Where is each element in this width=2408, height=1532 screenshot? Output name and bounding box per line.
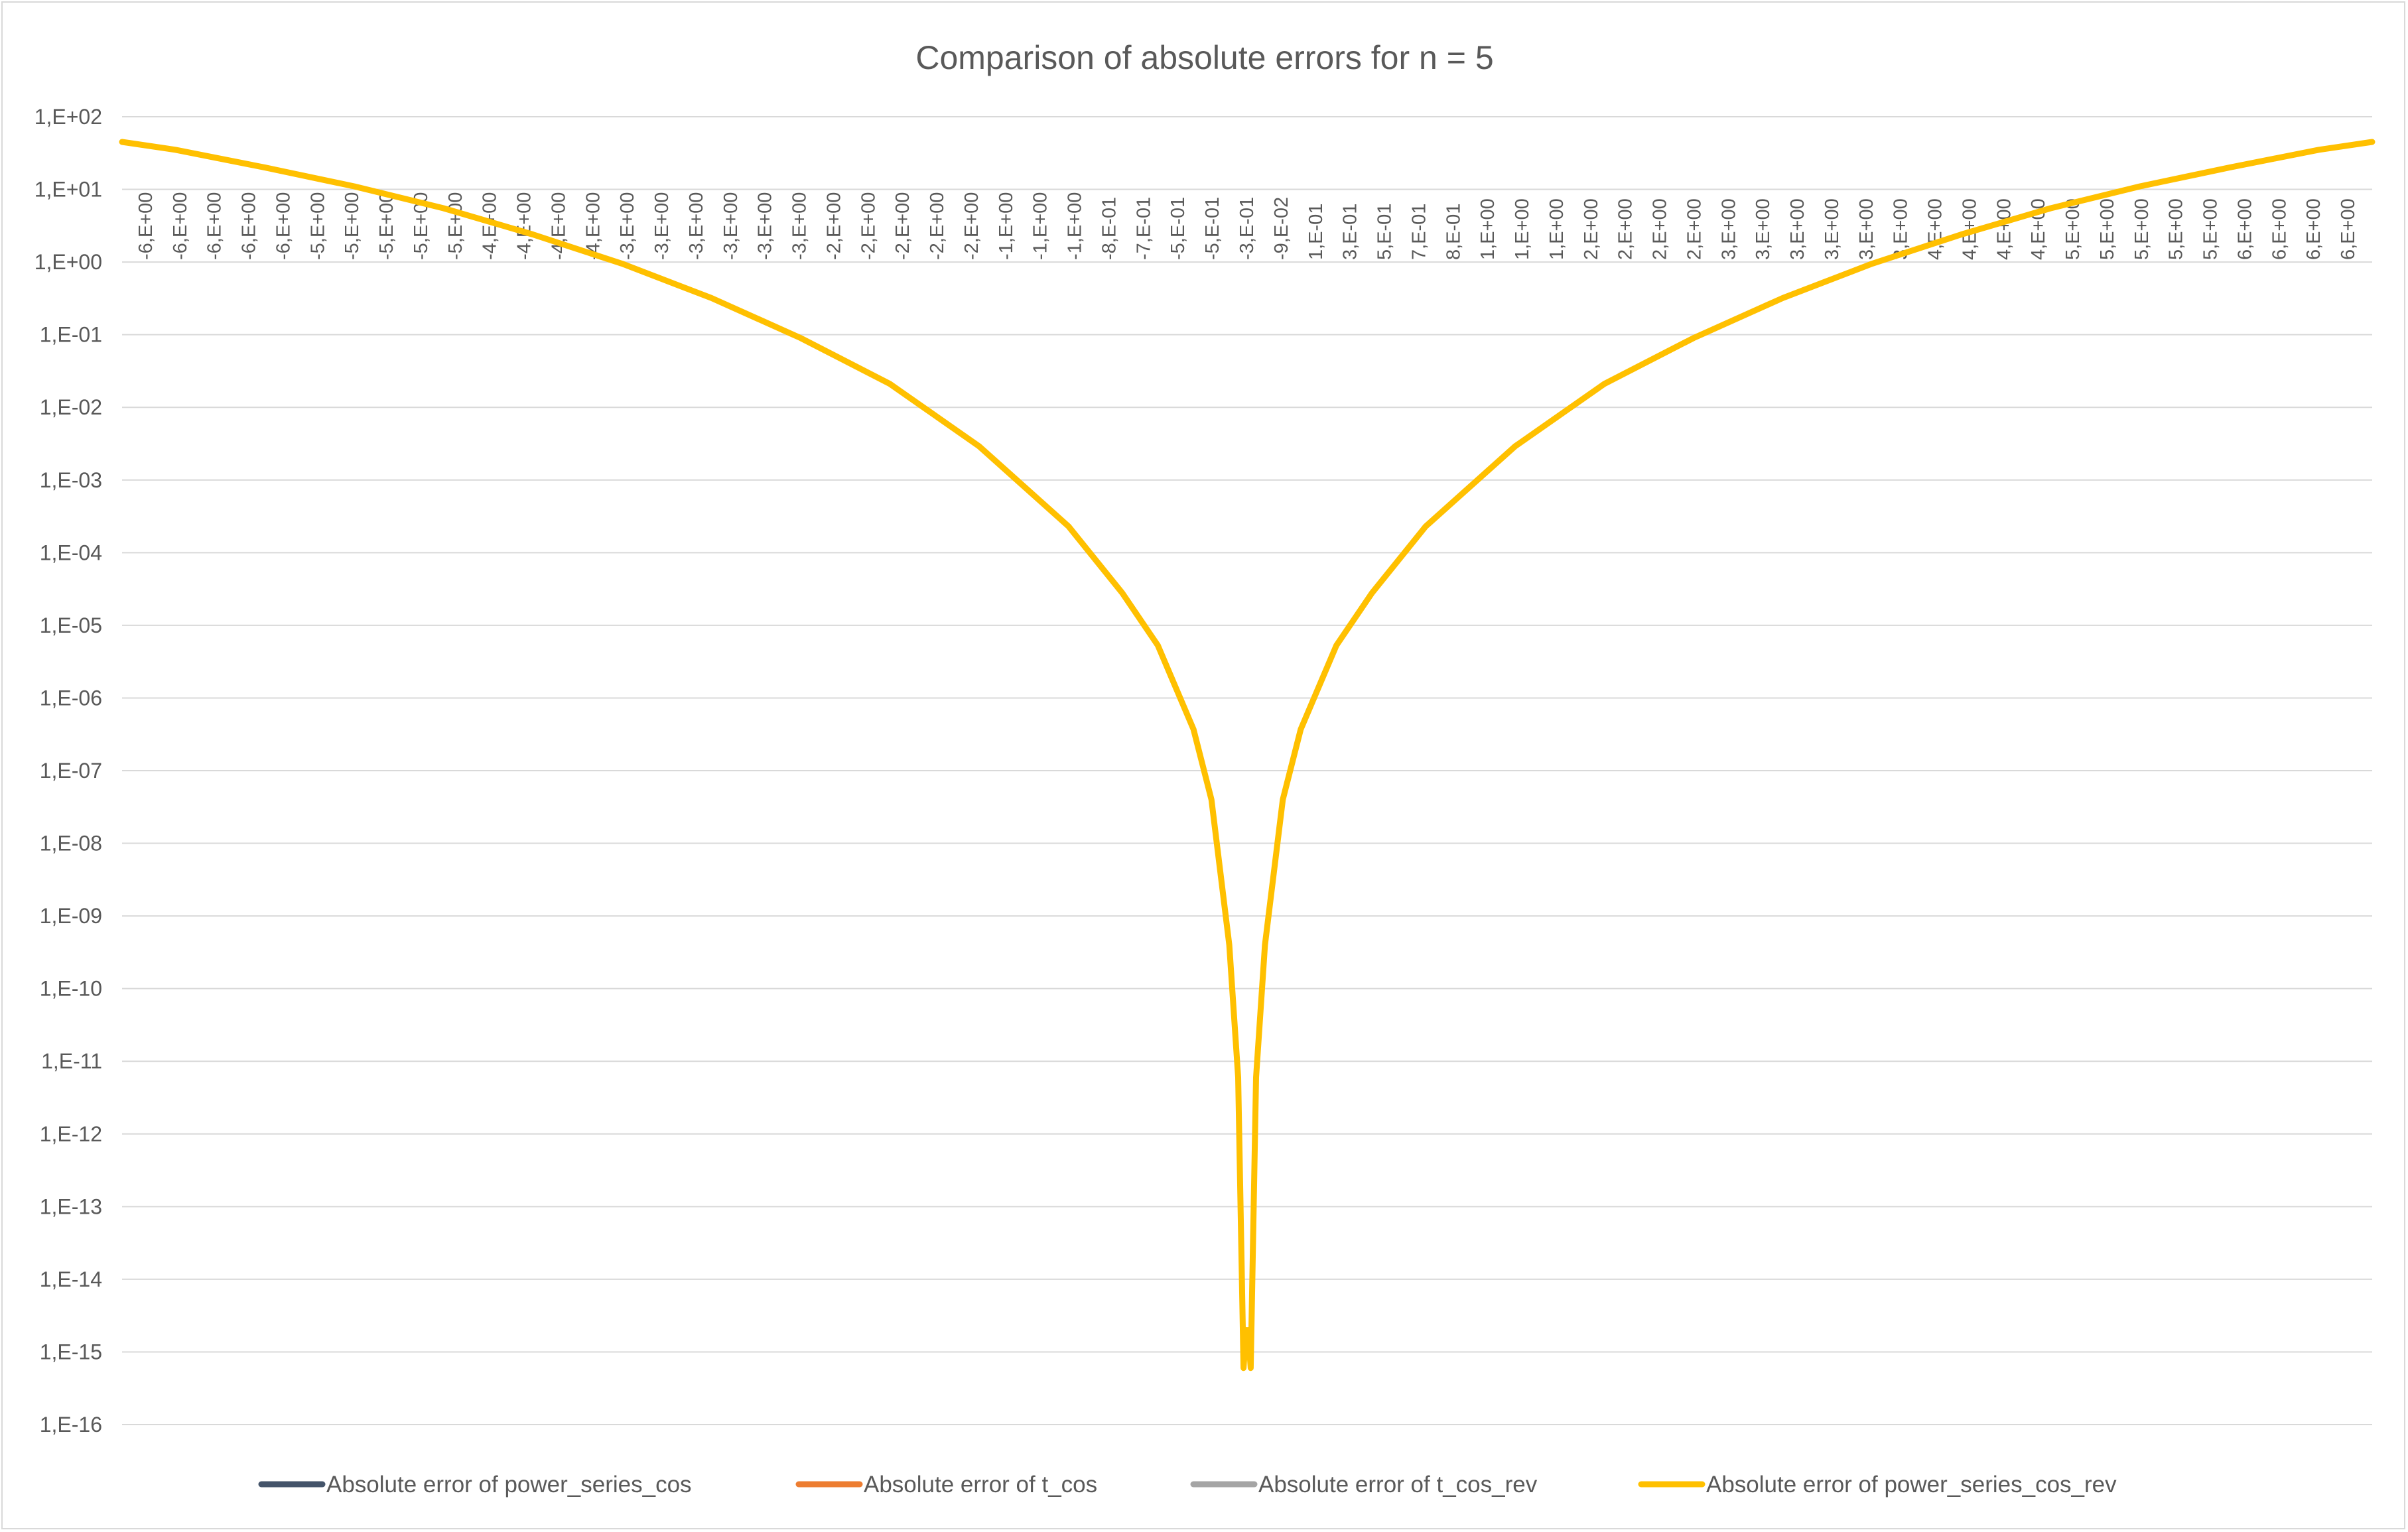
x-tick-label: 5,E+00 (2166, 198, 2187, 260)
x-tick-label: 8,E-01 (1443, 204, 1464, 260)
x-tick-label: 1,E+00 (1477, 198, 1499, 260)
x-tick-label: 5,E+00 (2062, 198, 2084, 260)
x-tick-label: -8,E-01 (1099, 197, 1120, 260)
x-tick-label: -6,E+00 (204, 192, 226, 260)
x-tick-label: -3,E+00 (686, 192, 707, 260)
x-tick-label: 2,E+00 (1581, 198, 1602, 260)
x-tick-label: -2,E+00 (927, 192, 948, 260)
y-tick-label: 1,E-07 (40, 759, 102, 783)
chart-title: Comparison of absolute errors for n = 5 (915, 39, 1493, 76)
y-tick-label: 1,E+01 (34, 178, 102, 202)
x-tick-label: 7,E-01 (1408, 204, 1430, 260)
x-tick-label: 4,E+00 (1993, 198, 2015, 260)
y-tick-label: 1,E-05 (40, 613, 102, 637)
x-tick-label: 6,E+00 (2269, 198, 2290, 260)
x-tick-label: 3,E+00 (1822, 198, 1843, 260)
legend: Absolute error of power_series_cos Absolu… (258, 1472, 2117, 1498)
series-lines (119, 139, 2375, 1372)
y-tick-label: 1,E+02 (34, 105, 102, 129)
x-tick-label: -4,E+00 (548, 192, 569, 260)
x-tick-label: -5,E+00 (342, 192, 363, 260)
y-tick-label: 1,E-08 (40, 832, 102, 856)
x-tick-label: -1,E+00 (1065, 192, 1086, 260)
x-tick-label: 6,E+00 (2303, 198, 2324, 260)
x-tick-label: -3,E+00 (755, 192, 776, 260)
x-tick-label: -6,E+00 (273, 192, 294, 260)
x-tick-label: -3,E+00 (720, 192, 742, 260)
chart-svg: Comparison of absolute errors for n = 5 … (34, 39, 2375, 1498)
x-tick-label: -1,E+00 (1030, 192, 1051, 260)
y-tick-label: 1,E-10 (40, 977, 102, 1001)
x-tick-label: -2,E+00 (858, 192, 879, 260)
x-tick-label: 6,E+00 (2234, 198, 2255, 260)
x-tick-label: -6,E+00 (135, 192, 157, 260)
y-tick-label: 1,E-04 (40, 541, 102, 564)
y-tick-label: 1,E-12 (40, 1122, 102, 1146)
gridlines (122, 116, 2372, 1425)
y-tick-label: 1,E-06 (40, 686, 102, 710)
x-tick-label: 1,E+00 (1512, 198, 1533, 260)
x-tick-label: 1,E-01 (1305, 204, 1327, 260)
legend-label: Absolute error of t_cos (864, 1472, 1097, 1498)
y-tick-label: 1,E-16 (40, 1413, 102, 1436)
x-axis-tick-labels: -6,E+00 -6,E+00 -6,E+00 -6,E+00 -6,E+00 -5,E+… (135, 192, 2359, 260)
x-tick-label: -2,E+00 (961, 192, 982, 260)
y-tick-label: 1,E-15 (40, 1340, 102, 1364)
x-tick-label: -9,E-02 (1271, 197, 1292, 260)
x-tick-label: 3,E+00 (1718, 198, 1739, 260)
x-tick-label: -3,E+00 (789, 192, 811, 260)
y-tick-label: 1,E-11 (41, 1049, 102, 1073)
x-tick-label: -5,E-01 (1168, 197, 1189, 260)
y-tick-label: 1,E+00 (34, 250, 102, 274)
x-tick-label: 6,E+00 (2338, 198, 2359, 260)
x-tick-label: -2,E+00 (892, 192, 913, 260)
x-tick-label: -3,E-01 (1237, 197, 1258, 260)
y-tick-label: 1,E-02 (40, 395, 102, 419)
x-tick-label: 2,E+00 (1684, 198, 1705, 260)
x-tick-label: -7,E-01 (1133, 197, 1154, 260)
x-tick-label: 2,E+00 (1615, 198, 1637, 260)
y-tick-label: 1,E-03 (40, 468, 102, 492)
x-tick-label: 3,E+00 (1753, 198, 1774, 260)
x-tick-label: -6,E+00 (170, 192, 191, 260)
x-tick-label: -3,E+00 (651, 192, 673, 260)
x-tick-label: -1,E+00 (996, 192, 1017, 260)
x-tick-label: -2,E+00 (823, 192, 844, 260)
legend-label: Absolute error of t_cos_rev (1258, 1472, 1538, 1498)
x-tick-label: 1,E+00 (1546, 198, 1568, 260)
y-tick-label: 1,E-01 (40, 323, 102, 347)
x-tick-label: 5,E-01 (1374, 204, 1396, 260)
x-tick-label: -5,E-01 (1202, 197, 1223, 260)
x-tick-label: -5,E+00 (445, 192, 466, 260)
y-tick-label: 1,E-14 (40, 1267, 102, 1291)
series-line (119, 139, 2375, 1372)
x-tick-label: 3,E+00 (1856, 198, 1877, 260)
x-tick-label: 3,E-01 (1340, 204, 1361, 260)
x-tick-label: -6,E+00 (239, 192, 260, 260)
x-tick-label: -5,E+00 (376, 192, 397, 260)
y-axis-tick-labels: 1,E+02 1,E+01 1,E+00 1,E-01 1,E-02 1,E-03 1,E-… (34, 105, 102, 1436)
x-tick-label: -4,E+00 (582, 192, 604, 260)
legend-label: Absolute error of power_series_cos (326, 1472, 692, 1498)
x-tick-label: 2,E+00 (1650, 198, 1671, 260)
y-tick-label: 1,E-09 (40, 904, 102, 928)
x-tick-label: 5,E+00 (2200, 198, 2222, 260)
x-tick-label: -5,E+00 (307, 192, 328, 260)
y-tick-label: 1,E-13 (40, 1194, 102, 1218)
x-tick-label: 3,E+00 (1787, 198, 1808, 260)
x-tick-label: -4,E+00 (514, 192, 535, 260)
x-tick-label: 5,E+00 (2097, 198, 2118, 260)
x-tick-label: 4,E+00 (1925, 198, 1946, 260)
x-tick-label: 5,E+00 (2131, 198, 2153, 260)
x-tick-label: -3,E+00 (617, 192, 638, 260)
legend-label: Absolute error of power_series_cos_rev (1706, 1472, 2117, 1498)
